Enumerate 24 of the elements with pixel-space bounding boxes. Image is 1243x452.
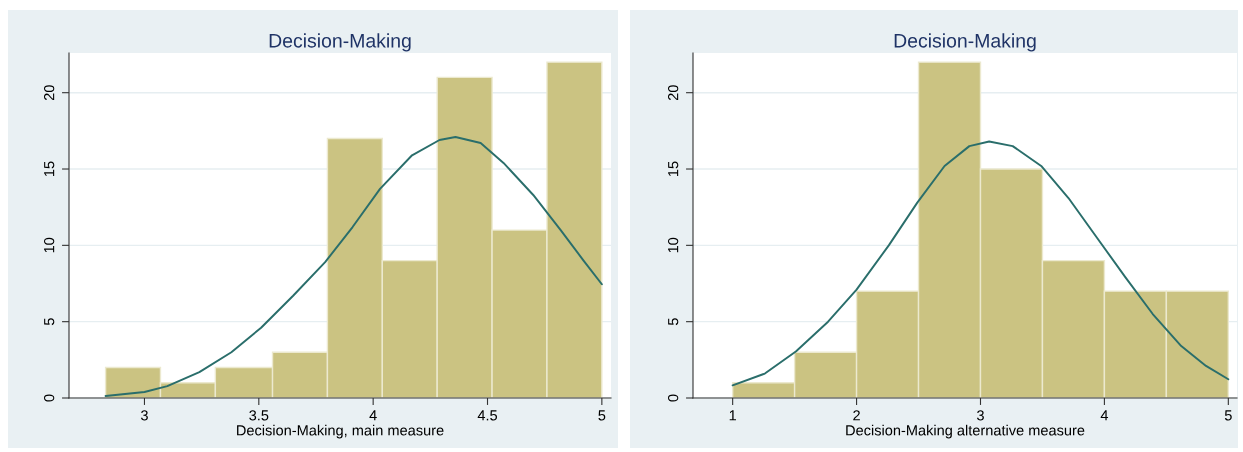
y-tick-label: 10 bbox=[43, 237, 55, 253]
x-tick-label: 4 bbox=[1100, 410, 1109, 421]
x-tick-label: 3.5 bbox=[249, 410, 269, 421]
y-tick-label: 15 bbox=[44, 161, 55, 177]
x-axis-title: Decision-Making alternative measure bbox=[846, 424, 1085, 439]
y-tick-label: 10 bbox=[667, 237, 679, 253]
y-tick-label: 5 bbox=[44, 318, 55, 326]
y-tick-label: 20 bbox=[667, 85, 679, 101]
x-tick-label: 3 bbox=[140, 410, 148, 421]
x-tick-label: 3 bbox=[976, 410, 984, 421]
x-tick-label: 1 bbox=[729, 410, 736, 421]
y-tick-label: 15 bbox=[668, 161, 679, 177]
x-tick-label: 4.5 bbox=[477, 410, 498, 421]
x-tick-label: 4 bbox=[369, 410, 377, 421]
y-tick-label: 5 bbox=[668, 318, 679, 326]
y-tick-label: 0 bbox=[43, 394, 55, 402]
y-tick-label: 20 bbox=[43, 85, 55, 101]
x-axis-title: Decision-Making, main measure bbox=[237, 424, 444, 439]
y-tick-label: 0 bbox=[667, 394, 679, 402]
x-tick-label: 5 bbox=[598, 410, 606, 421]
x-tick-label: 5 bbox=[1224, 410, 1232, 421]
x-tick-label: 2 bbox=[853, 410, 860, 421]
chart-title: Decision-Making bbox=[894, 33, 1036, 52]
chart-title: Decision-Making bbox=[269, 33, 411, 52]
